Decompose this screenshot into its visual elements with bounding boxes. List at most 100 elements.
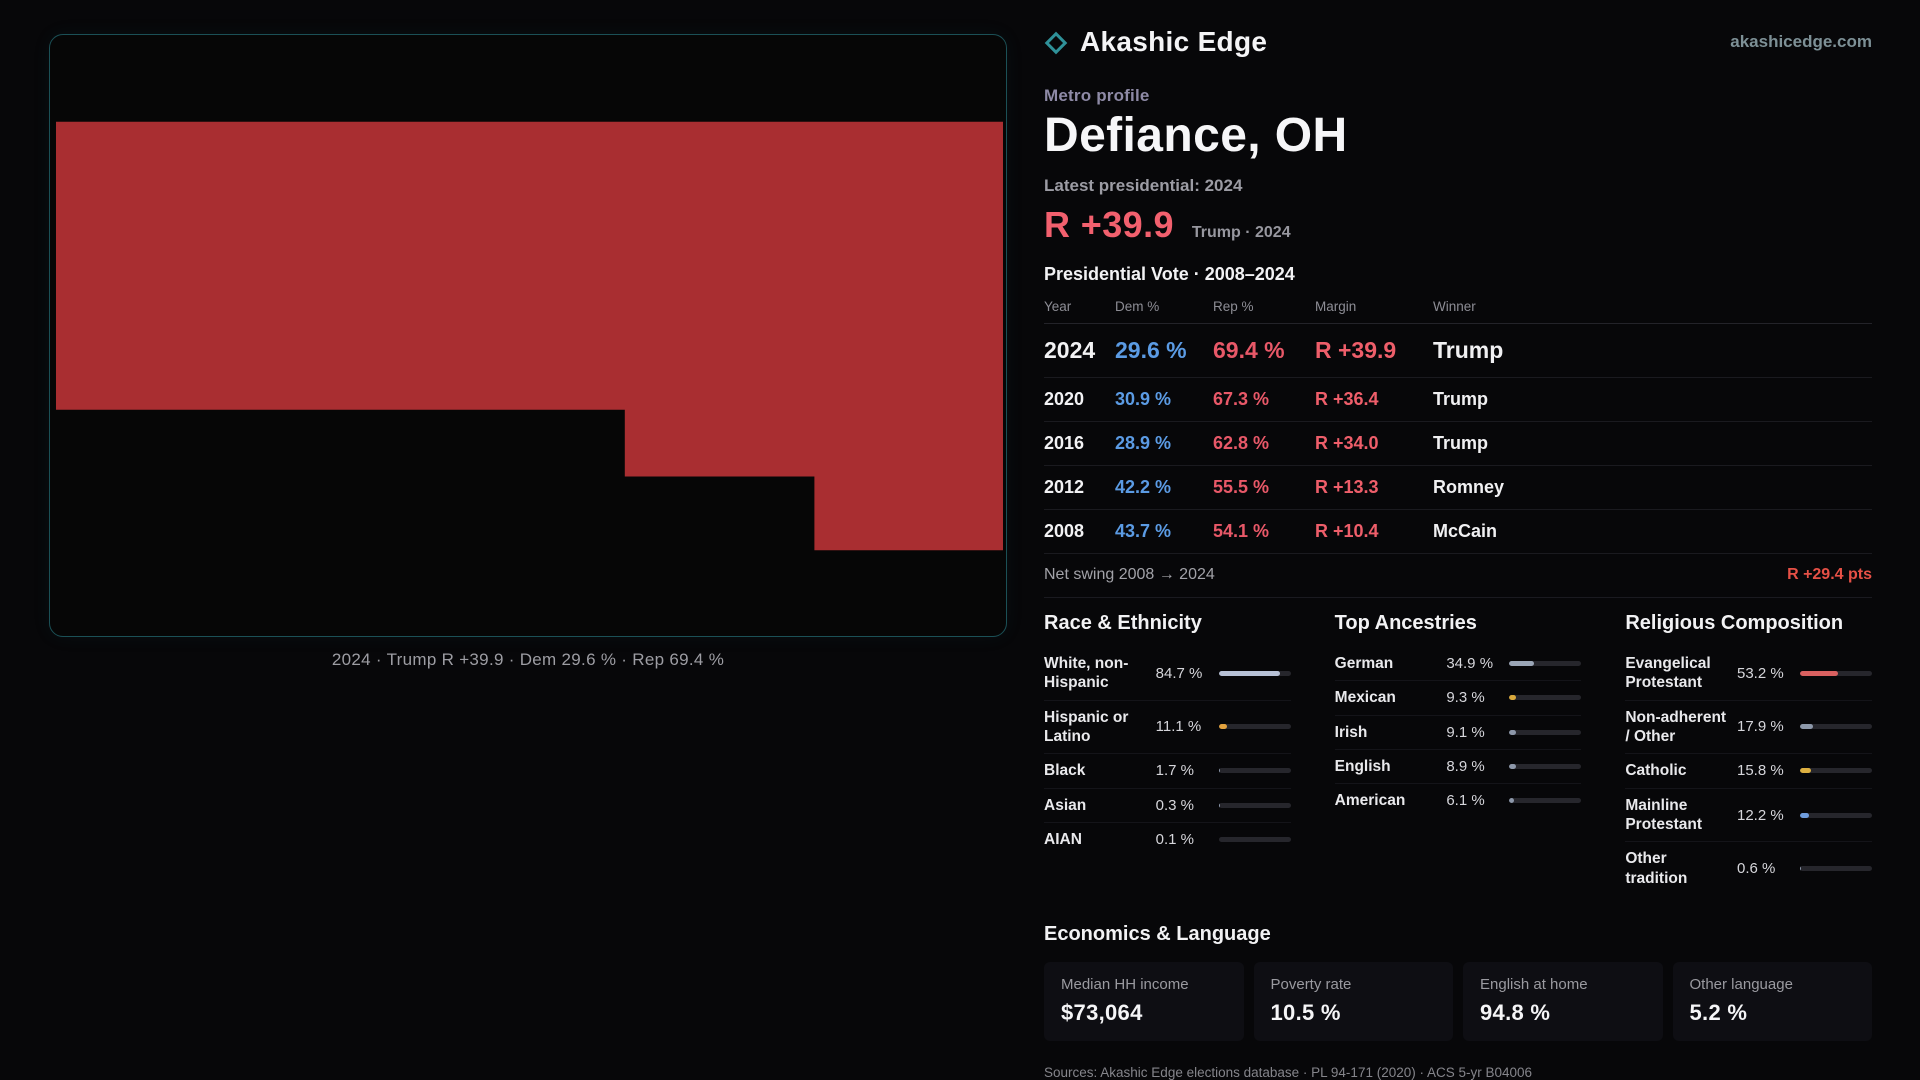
race-section: Race & Ethnicity White, non-Hispanic 84.…	[1044, 612, 1291, 857]
cell-rep: 54.1 %	[1213, 520, 1270, 541]
net-swing-value: R +29.4 pts	[1787, 565, 1872, 583]
demo-label: Catholic	[1625, 762, 1687, 780]
col-dem: Dem %	[1115, 298, 1160, 314]
demo-bar	[1800, 866, 1872, 872]
brand-domain-link[interactable]: akashicedge.com	[1730, 32, 1872, 51]
cell-dem: 28.9 %	[1115, 432, 1172, 453]
race-row-white: White, non-Hispanic 84.7 %	[1044, 647, 1291, 701]
demo-label: White, non-Hispanic	[1044, 654, 1129, 692]
stat-poverty-rate: Poverty rate 10.5 %	[1253, 962, 1453, 1042]
stat-label: Other language	[1689, 976, 1793, 994]
vote-row-2024: 2024 29.6 % 69.4 % R +39.9 Trump	[1044, 324, 1872, 378]
vote-row-2012: 2012 42.2 % 55.5 % R +13.3 Romney	[1044, 466, 1872, 510]
cell-margin: R +34.0	[1315, 432, 1379, 453]
demo-bar	[1509, 764, 1582, 770]
demo-value: 34.9 %	[1446, 654, 1494, 672]
vote-row-2016: 2016 28.9 % 62.8 % R +34.0 Trump	[1044, 422, 1872, 466]
cell-year: 2016	[1044, 432, 1085, 453]
demo-bar	[1800, 670, 1872, 676]
cell-year: 2024	[1044, 336, 1096, 363]
race-title: Race & Ethnicity	[1044, 611, 1202, 634]
cell-dem: 29.6 %	[1115, 336, 1187, 363]
economics-title: Economics & Language	[1044, 923, 1271, 946]
ancestry-row-english: English 8.9 %	[1334, 750, 1582, 785]
vote-table: Year Dem % Rep % Margin Winner 2024 29.6…	[1044, 291, 1872, 554]
religion-title: Religious Composition	[1625, 611, 1844, 634]
stat-label: Median HH income	[1061, 976, 1189, 994]
religion-row-other: Other tradition 0.6 %	[1625, 842, 1872, 895]
religion-row-evangelical: Evangelical Protestant 53.2 %	[1625, 647, 1872, 701]
stat-value: $73,064	[1061, 1000, 1143, 1026]
demo-value: 0.3 %	[1155, 796, 1195, 814]
rep-margin-area-shape	[55, 121, 1004, 551]
demo-value: 11.1 %	[1155, 718, 1202, 736]
religion-row-nonadherent: Non-adherent / Other 17.9 %	[1625, 701, 1872, 755]
demo-value: 84.7 %	[1155, 664, 1203, 682]
stat-value: 94.8 %	[1480, 1000, 1551, 1026]
cell-rep: 69.4 %	[1213, 336, 1285, 363]
demo-label: AIAN	[1044, 831, 1082, 849]
cell-margin: R +39.9	[1315, 336, 1397, 363]
sources-line: Sources: Akashic Edge elections database…	[1044, 1065, 1533, 1080]
demo-bar	[1800, 768, 1872, 774]
stat-value: 5.2 %	[1689, 1000, 1748, 1026]
demo-label: American	[1334, 792, 1406, 810]
demo-value: 12.2 %	[1737, 806, 1784, 824]
demo-bar	[1509, 695, 1582, 701]
cell-year: 2008	[1044, 520, 1085, 541]
demo-value: 15.8 %	[1737, 762, 1784, 780]
cell-winner: Trump	[1433, 336, 1504, 363]
demo-bar	[1800, 812, 1872, 818]
cell-dem: 42.2 %	[1115, 476, 1172, 497]
demo-bar	[1218, 768, 1291, 774]
demo-label: Evangelical Protestant	[1625, 654, 1711, 692]
demo-value: 8.9 %	[1446, 758, 1485, 776]
demographics: Race & Ethnicity White, non-Hispanic 84.…	[1044, 612, 1872, 895]
demo-bar	[1509, 729, 1582, 735]
cell-margin: R +10.4	[1315, 520, 1379, 541]
headline: R +39.9 Trump · 2024	[1044, 204, 1872, 246]
cell-rep: 67.3 %	[1213, 388, 1270, 409]
stat-label: Poverty rate	[1270, 976, 1352, 994]
col-winner: Winner	[1433, 298, 1476, 314]
demo-value: 0.1 %	[1155, 831, 1195, 849]
cell-winner: Romney	[1433, 476, 1505, 497]
demo-value: 9.3 %	[1446, 689, 1485, 707]
cell-margin: R +13.3	[1315, 476, 1379, 497]
economics-stats: Median HH income $73,064 Poverty rate 10…	[1044, 962, 1872, 1042]
margin-chart-svg	[55, 121, 1004, 551]
demo-value: 53.2 %	[1737, 664, 1784, 682]
demo-bar	[1509, 798, 1582, 804]
religion-row-mainline: Mainline Protestant 12.2 %	[1625, 789, 1872, 843]
kicker-label: Metro profile	[1044, 86, 1150, 105]
cell-dem: 30.9 %	[1115, 388, 1172, 409]
vote-row-2008: 2008 43.7 % 54.1 % R +10.4 McCain	[1044, 510, 1872, 554]
race-row-asian: Asian 0.3 %	[1044, 789, 1291, 824]
brand-name: Akashic Edge	[1080, 26, 1268, 57]
cell-winner: McCain	[1433, 520, 1498, 541]
ancestries-title: Top Ancestries	[1334, 611, 1477, 634]
header: Akashic Edge akashicedge.com	[1044, 26, 1872, 58]
headline-margin: R +39.9	[1044, 203, 1174, 245]
ancestry-row-irish: Irish 9.1 %	[1334, 716, 1582, 750]
stat-label: English at home	[1480, 976, 1588, 994]
cell-year: 2020	[1044, 388, 1085, 409]
demo-bar	[1218, 802, 1291, 808]
chart-caption: 2024 · Trump R +39.9 · Dem 29.6 % · Rep …	[331, 650, 725, 669]
demo-label: Mexican	[1334, 689, 1396, 707]
cell-dem: 43.7 %	[1115, 520, 1172, 541]
stat-median-income: Median HH income $73,064	[1044, 962, 1244, 1042]
stat-english-at-home: English at home 94.8 %	[1463, 962, 1663, 1042]
cell-rep: 62.8 %	[1213, 432, 1270, 453]
net-swing-row: Net swing 2008 → 2024 R +29.4 pts	[1044, 554, 1872, 598]
vote-table-header: Year Dem % Rep % Margin Winner	[1044, 291, 1872, 324]
col-margin: Margin	[1315, 298, 1357, 314]
demo-label: Hispanic or Latino	[1044, 708, 1129, 745]
demo-label: Mainline Protestant	[1625, 796, 1702, 834]
ancestry-row-mexican: Mexican 9.3 %	[1334, 681, 1582, 716]
race-row-aian: AIAN 0.1 %	[1044, 823, 1291, 856]
demo-value: 9.1 %	[1446, 723, 1485, 741]
headline-note: Trump · 2024	[1191, 223, 1291, 241]
demo-bar	[1218, 837, 1291, 843]
